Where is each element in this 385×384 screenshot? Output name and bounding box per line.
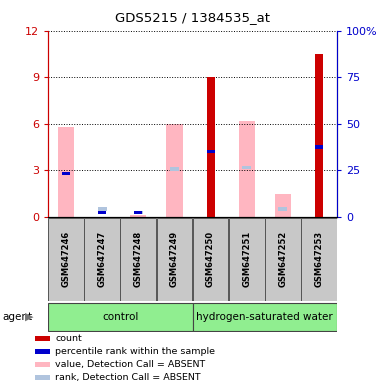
Bar	[48, 218, 84, 301]
Bar	[315, 54, 323, 217]
Text: control: control	[102, 312, 139, 322]
Text: GSM647247: GSM647247	[98, 231, 107, 287]
Bar	[207, 150, 214, 154]
Text: GSM647249: GSM647249	[170, 231, 179, 287]
Text: GDS5215 / 1384535_at: GDS5215 / 1384535_at	[115, 11, 270, 24]
Bar	[62, 172, 70, 175]
Text: GSM647253: GSM647253	[314, 231, 323, 287]
Text: percentile rank within the sample: percentile rank within the sample	[55, 347, 215, 356]
Bar	[207, 77, 214, 217]
Bar	[35, 375, 50, 380]
Bar	[265, 218, 301, 301]
Bar	[170, 167, 179, 170]
Bar	[275, 194, 291, 217]
Text: hydrogen-saturated water: hydrogen-saturated water	[196, 312, 333, 322]
Bar	[315, 146, 323, 149]
Bar	[98, 207, 107, 211]
Text: count: count	[55, 334, 82, 343]
Bar	[134, 210, 143, 214]
Bar	[35, 349, 50, 354]
Bar	[35, 336, 50, 341]
Text: GSM647246: GSM647246	[62, 231, 71, 287]
Bar	[48, 303, 192, 331]
Bar	[192, 303, 337, 331]
Text: agent: agent	[2, 312, 32, 322]
Bar	[278, 207, 287, 211]
Text: rank, Detection Call = ABSENT: rank, Detection Call = ABSENT	[55, 373, 201, 382]
Bar	[130, 215, 146, 217]
Text: GSM647250: GSM647250	[206, 231, 215, 287]
Bar	[121, 218, 156, 301]
Bar	[229, 218, 264, 301]
Bar	[166, 124, 182, 217]
Bar	[242, 166, 251, 169]
Bar	[35, 362, 50, 367]
Bar	[98, 210, 106, 214]
Bar	[58, 127, 74, 217]
Bar	[239, 121, 255, 217]
Text: value, Detection Call = ABSENT: value, Detection Call = ABSENT	[55, 360, 205, 369]
Bar	[157, 218, 192, 301]
Bar	[192, 218, 228, 301]
Bar	[301, 218, 337, 301]
Bar	[134, 210, 142, 214]
Text: GSM647248: GSM647248	[134, 231, 143, 287]
Bar	[84, 218, 120, 301]
Text: ▶: ▶	[25, 312, 33, 322]
Text: GSM647251: GSM647251	[242, 231, 251, 287]
Text: GSM647252: GSM647252	[278, 231, 287, 287]
